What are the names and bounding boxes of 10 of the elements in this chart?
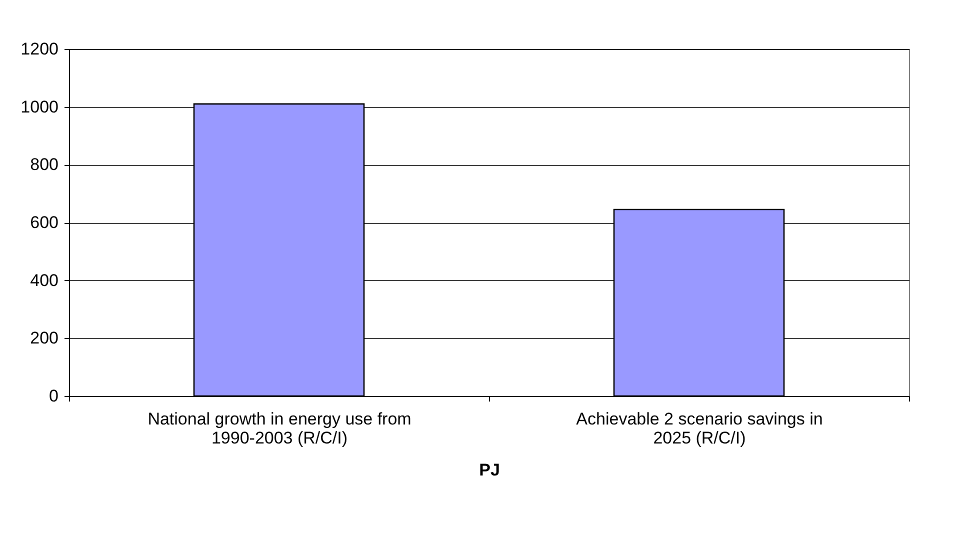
y-tick-label: 1200 [20,40,58,58]
y-tick-label: 1000 [20,97,58,116]
x-axis-title: PJ [479,460,500,480]
y-tick-label: 600 [30,213,58,232]
x-tick-label: National growth in energy use from 1990-2003 (R/C/I) [148,410,412,448]
y-tick-label: 400 [30,270,58,290]
y-tick-label: 200 [30,328,58,348]
y-tick-label: 0 [49,386,58,406]
y-tick-label: 800 [30,155,58,174]
x-tick-label: Achievable 2 scenario savings in 2025 (R/C/I) [576,410,823,448]
